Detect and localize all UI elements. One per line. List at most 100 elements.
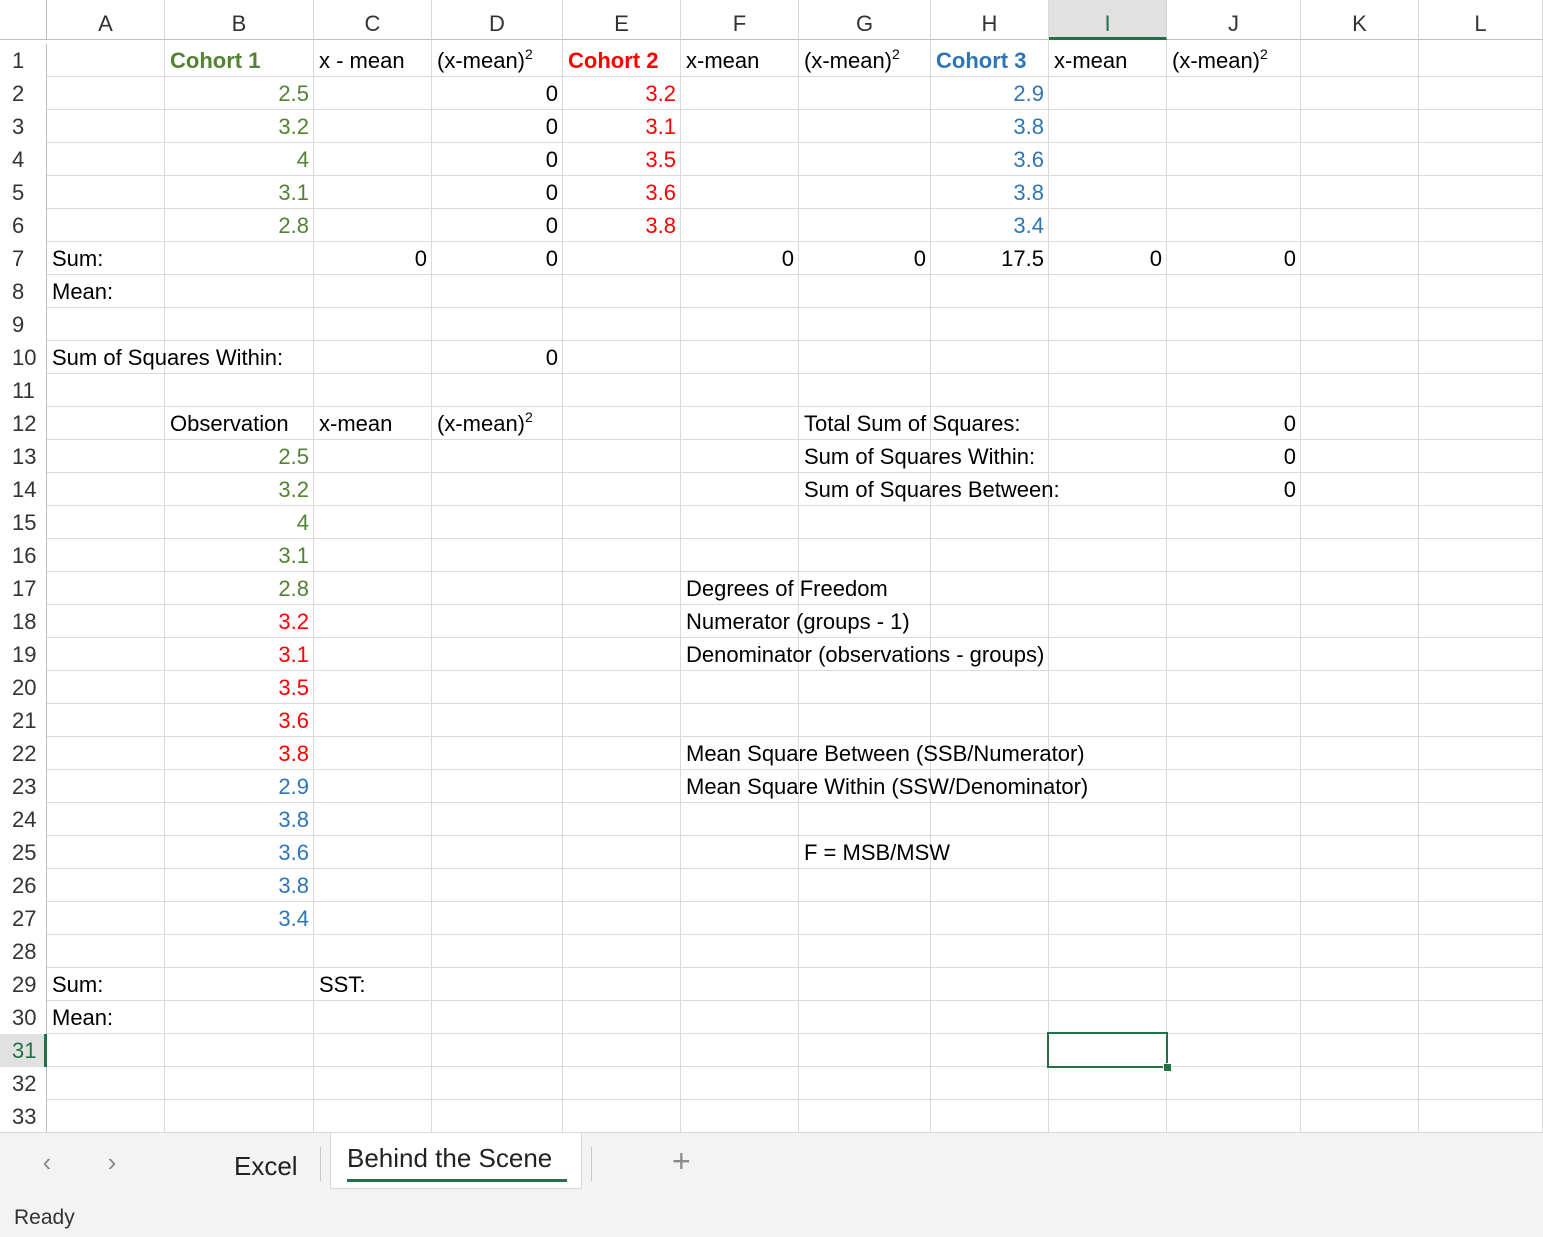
column-header-b[interactable]: B: [165, 0, 314, 40]
cell-b4[interactable]: 4: [165, 143, 314, 176]
cell-j14[interactable]: 0: [1167, 473, 1301, 506]
cell-a7[interactable]: Sum:: [47, 242, 103, 275]
cell-b2[interactable]: 2.5: [165, 77, 314, 110]
cell-c12[interactable]: x-mean: [314, 407, 392, 440]
cell-b21[interactable]: 3.6: [165, 704, 314, 737]
row-header-12[interactable]: 12: [0, 407, 47, 440]
cell-f18[interactable]: Numerator (groups - 1): [681, 605, 910, 638]
cell-g1[interactable]: (x-mean)2: [799, 44, 900, 77]
row-header-13[interactable]: 13: [0, 440, 47, 473]
cell-i1[interactable]: x-mean: [1049, 44, 1127, 77]
cell-b13[interactable]: 2.5: [165, 440, 314, 473]
cell-a8[interactable]: Mean:: [47, 275, 113, 308]
cell-b3[interactable]: 3.2: [165, 110, 314, 143]
row-header-28[interactable]: 28: [0, 935, 47, 968]
row-header-23[interactable]: 23: [0, 770, 47, 803]
row-header-29[interactable]: 29: [0, 968, 47, 1001]
cell-b20[interactable]: 3.5: [165, 671, 314, 704]
cell-e1[interactable]: Cohort 2: [563, 44, 658, 77]
cell-h1[interactable]: Cohort 3: [931, 44, 1026, 77]
row-header-11[interactable]: 11: [0, 374, 47, 407]
cell-f23[interactable]: Mean Square Within (SSW/Denominator): [681, 770, 1088, 803]
cell-f7[interactable]: 0: [681, 242, 799, 275]
column-header-i[interactable]: I: [1049, 0, 1167, 40]
add-sheet-button[interactable]: +: [672, 1143, 691, 1179]
row-header-15[interactable]: 15: [0, 506, 47, 539]
column-header-a[interactable]: A: [47, 0, 165, 40]
cell-f19[interactable]: Denominator (observations - groups): [681, 638, 1044, 671]
row-header-32[interactable]: 32: [0, 1067, 47, 1100]
fill-handle[interactable]: [1163, 1063, 1172, 1072]
cell-j7[interactable]: 0: [1167, 242, 1301, 275]
cell-b22[interactable]: 3.8: [165, 737, 314, 770]
cell-d4[interactable]: 0: [432, 143, 563, 176]
cell-c29[interactable]: SST:: [314, 968, 365, 1001]
cell-c7[interactable]: 0: [314, 242, 432, 275]
cell-h4[interactable]: 3.6: [931, 143, 1049, 176]
cell-b12[interactable]: Observation: [165, 407, 289, 440]
tab-behind-the-scene[interactable]: Behind the Scene: [330, 1133, 582, 1189]
cell-h2[interactable]: 2.9: [931, 77, 1049, 110]
cell-d6[interactable]: 0: [432, 209, 563, 242]
cell-d5[interactable]: 0: [432, 176, 563, 209]
column-header-h[interactable]: H: [931, 0, 1049, 40]
column-header-e[interactable]: E: [563, 0, 681, 40]
cell-b5[interactable]: 3.1: [165, 176, 314, 209]
cell-d12[interactable]: (x-mean)2: [432, 407, 533, 440]
cell-g13[interactable]: Sum of Squares Within:: [799, 440, 1035, 473]
row-header-26[interactable]: 26: [0, 869, 47, 902]
cell-d3[interactable]: 0: [432, 110, 563, 143]
row-header-8[interactable]: 8: [0, 275, 47, 308]
cell-h5[interactable]: 3.8: [931, 176, 1049, 209]
cell-d2[interactable]: 0: [432, 77, 563, 110]
cell-b17[interactable]: 2.8: [165, 572, 314, 605]
row-header-19[interactable]: 19: [0, 638, 47, 671]
cell-b19[interactable]: 3.1: [165, 638, 314, 671]
row-header-16[interactable]: 16: [0, 539, 47, 572]
cell-e6[interactable]: 3.8: [563, 209, 681, 242]
column-header-j[interactable]: J: [1167, 0, 1301, 40]
cell-d7[interactable]: 0: [432, 242, 563, 275]
cell-h7[interactable]: 17.5: [931, 242, 1049, 275]
active-cell-selection[interactable]: [1047, 1032, 1168, 1068]
cell-b15[interactable]: 4: [165, 506, 314, 539]
cell-g14[interactable]: Sum of Squares Between:: [799, 473, 1060, 506]
row-header-6[interactable]: 6: [0, 209, 47, 242]
row-header-30[interactable]: 30: [0, 1001, 47, 1034]
row-header-33[interactable]: 33: [0, 1100, 47, 1132]
cell-i7[interactable]: 0: [1049, 242, 1167, 275]
cell-b6[interactable]: 2.8: [165, 209, 314, 242]
row-header-5[interactable]: 5: [0, 176, 47, 209]
cell-f22[interactable]: Mean Square Between (SSB/Numerator): [681, 737, 1085, 770]
cell-b1[interactable]: Cohort 1: [165, 44, 260, 77]
row-header-27[interactable]: 27: [0, 902, 47, 935]
cell-f17[interactable]: Degrees of Freedom: [681, 572, 888, 605]
row-header-24[interactable]: 24: [0, 803, 47, 836]
cell-e5[interactable]: 3.6: [563, 176, 681, 209]
row-header-4[interactable]: 4: [0, 143, 47, 176]
chevron-right-icon[interactable]: ›: [107, 1147, 117, 1177]
cell-h3[interactable]: 3.8: [931, 110, 1049, 143]
row-header-21[interactable]: 21: [0, 704, 47, 737]
chevron-left-icon[interactable]: ‹: [42, 1147, 52, 1177]
row-header-20[interactable]: 20: [0, 671, 47, 704]
row-header-3[interactable]: 3: [0, 110, 47, 143]
row-header-22[interactable]: 22: [0, 737, 47, 770]
row-header-25[interactable]: 25: [0, 836, 47, 869]
select-all-corner[interactable]: [0, 0, 47, 40]
cell-b16[interactable]: 3.1: [165, 539, 314, 572]
cell-j1[interactable]: (x-mean)2: [1167, 44, 1268, 77]
cell-b14[interactable]: 3.2: [165, 473, 314, 506]
cell-b24[interactable]: 3.8: [165, 803, 314, 836]
row-header-14[interactable]: 14: [0, 473, 47, 506]
cell-f1[interactable]: x-mean: [681, 44, 759, 77]
cell-b25[interactable]: 3.6: [165, 836, 314, 869]
cell-b26[interactable]: 3.8: [165, 869, 314, 902]
row-header-1[interactable]: 1: [0, 44, 47, 77]
tab-excel[interactable]: Excel: [234, 1151, 298, 1181]
row-header-17[interactable]: 17: [0, 572, 47, 605]
row-header-2[interactable]: 2: [0, 77, 47, 110]
column-header-k[interactable]: K: [1301, 0, 1419, 40]
column-header-l[interactable]: L: [1419, 0, 1543, 40]
cell-g12[interactable]: Total Sum of Squares:: [799, 407, 1020, 440]
